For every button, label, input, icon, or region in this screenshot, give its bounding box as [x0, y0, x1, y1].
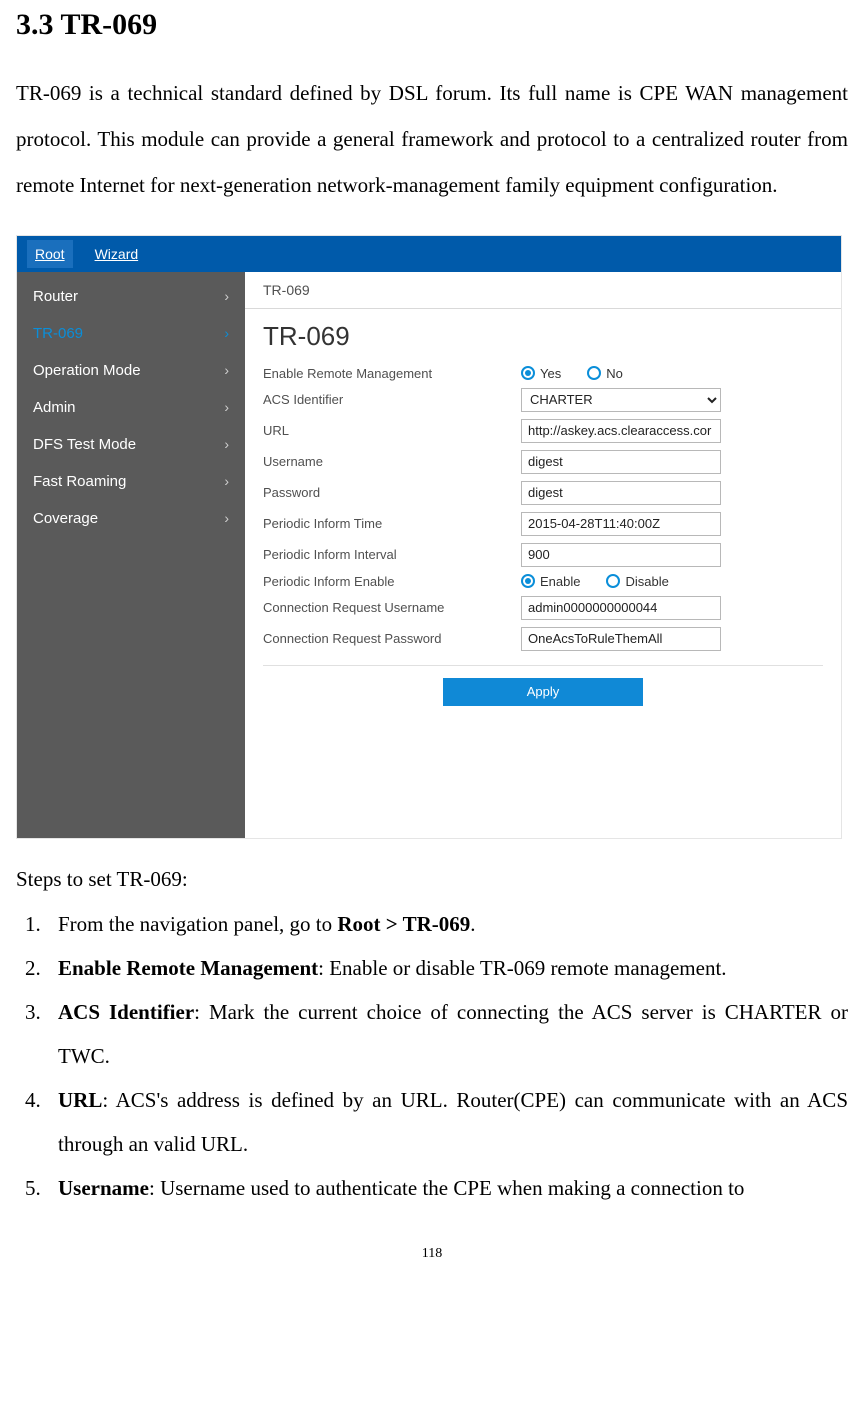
inform-interval-label: Periodic Inform Interval — [263, 547, 521, 562]
sidebar-item-label: Fast Roaming — [33, 473, 126, 490]
chevron-right-icon: › — [224, 473, 229, 489]
inform-enable-radio-group: Enable Disable — [521, 574, 721, 589]
tab-wizard[interactable]: Wizard — [87, 240, 147, 268]
sidebar-item-tr069[interactable]: TR-069 › — [17, 315, 245, 352]
inform-time-input[interactable] — [521, 512, 721, 536]
sidebar-item-operation-mode[interactable]: Operation Mode › — [17, 352, 245, 389]
radio-label: Enable — [540, 574, 580, 589]
chevron-right-icon: › — [224, 510, 229, 526]
sidebar-item-coverage[interactable]: Coverage › — [17, 500, 245, 537]
chevron-right-icon: › — [224, 362, 229, 378]
step-post: . — [470, 912, 475, 936]
step-post: : ACS's address is defined by an URL. Ro… — [58, 1088, 848, 1156]
radio-label: Disable — [625, 574, 668, 589]
inform-interval-input[interactable] — [521, 543, 721, 567]
enable-remote-radio-group: Yes No — [521, 366, 721, 381]
step-bold: Root > TR-069 — [337, 912, 470, 936]
sidebar-item-label: Admin — [33, 399, 76, 416]
sidebar-item-label: Router — [33, 288, 78, 305]
radio-icon — [521, 366, 535, 380]
radio-icon — [606, 574, 620, 588]
sidebar-item-label: TR-069 — [33, 325, 83, 342]
radio-icon — [587, 366, 601, 380]
step-item: URL: ACS's address is defined by an URL.… — [46, 1078, 848, 1166]
step-post: : Enable or disable TR-069 remote manage… — [318, 956, 726, 980]
step-pre: From the navigation panel, go to — [58, 912, 337, 936]
sidebar-item-admin[interactable]: Admin › — [17, 389, 245, 426]
radio-label: Yes — [540, 366, 561, 381]
tab-root[interactable]: Root — [27, 240, 73, 268]
page-number: 118 — [16, 1246, 848, 1262]
panel-breadcrumb: TR-069 — [245, 272, 841, 309]
conn-pass-label: Connection Request Password — [263, 631, 521, 646]
chevron-right-icon: › — [224, 325, 229, 341]
sidebar-item-router[interactable]: Router › — [17, 278, 245, 315]
top-tabbar: Root Wizard — [17, 236, 841, 272]
sidebar-item-label: DFS Test Mode — [33, 436, 136, 453]
acs-identifier-label: ACS Identifier — [263, 392, 521, 407]
chevron-right-icon: › — [224, 399, 229, 415]
step-item: Enable Remote Management: Enable or disa… — [46, 946, 848, 990]
radio-icon — [521, 574, 535, 588]
radio-no[interactable]: No — [587, 366, 623, 381]
conn-pass-input[interactable] — [521, 627, 721, 651]
username-input[interactable] — [521, 450, 721, 474]
step-bold: Username — [58, 1176, 149, 1200]
step-post: : Username used to authenticate the CPE … — [149, 1176, 744, 1200]
content-pane: TR-069 TR-069 Enable Remote Management Y… — [245, 272, 841, 838]
apply-button[interactable]: Apply — [443, 678, 643, 706]
sidebar-item-fast-roaming[interactable]: Fast Roaming › — [17, 463, 245, 500]
steps-title: Steps to set TR-069: — [16, 867, 848, 892]
enable-remote-label: Enable Remote Management — [263, 366, 521, 381]
acs-identifier-select[interactable]: CHARTER — [521, 388, 721, 412]
radio-label: No — [606, 366, 623, 381]
password-input[interactable] — [521, 481, 721, 505]
conn-user-input[interactable] — [521, 596, 721, 620]
router-admin-screenshot: Root Wizard Router › TR-069 › Operation … — [16, 235, 842, 839]
url-label: URL — [263, 423, 521, 438]
url-input[interactable] — [521, 419, 721, 443]
radio-disable[interactable]: Disable — [606, 574, 668, 589]
step-item: Username: Username used to authenticate … — [46, 1166, 848, 1210]
radio-yes[interactable]: Yes — [521, 366, 561, 381]
step-bold: URL — [58, 1088, 102, 1112]
sidebar-item-label: Operation Mode — [33, 362, 141, 379]
conn-user-label: Connection Request Username — [263, 600, 521, 615]
step-bold: Enable Remote Management — [58, 956, 318, 980]
intro-paragraph: TR-069 is a technical standard defined b… — [16, 70, 848, 209]
chevron-right-icon: › — [224, 436, 229, 452]
username-label: Username — [263, 454, 521, 469]
sidebar-item-dfs-test-mode[interactable]: DFS Test Mode › — [17, 426, 245, 463]
radio-enable[interactable]: Enable — [521, 574, 580, 589]
panel-heading: TR-069 — [263, 321, 823, 352]
sidebar-item-label: Coverage — [33, 510, 98, 527]
inform-time-label: Periodic Inform Time — [263, 516, 521, 531]
sidebar-nav: Router › TR-069 › Operation Mode › Admin… — [17, 272, 245, 838]
step-item: ACS Identifier: Mark the current choice … — [46, 990, 848, 1078]
step-bold: ACS Identifier — [58, 1000, 194, 1024]
chevron-right-icon: › — [224, 288, 229, 304]
inform-enable-label: Periodic Inform Enable — [263, 574, 521, 589]
password-label: Password — [263, 485, 521, 500]
step-item: From the navigation panel, go to Root > … — [46, 902, 848, 946]
section-title: 3.3 TR-069 — [16, 8, 848, 42]
steps-list: From the navigation panel, go to Root > … — [16, 902, 848, 1211]
